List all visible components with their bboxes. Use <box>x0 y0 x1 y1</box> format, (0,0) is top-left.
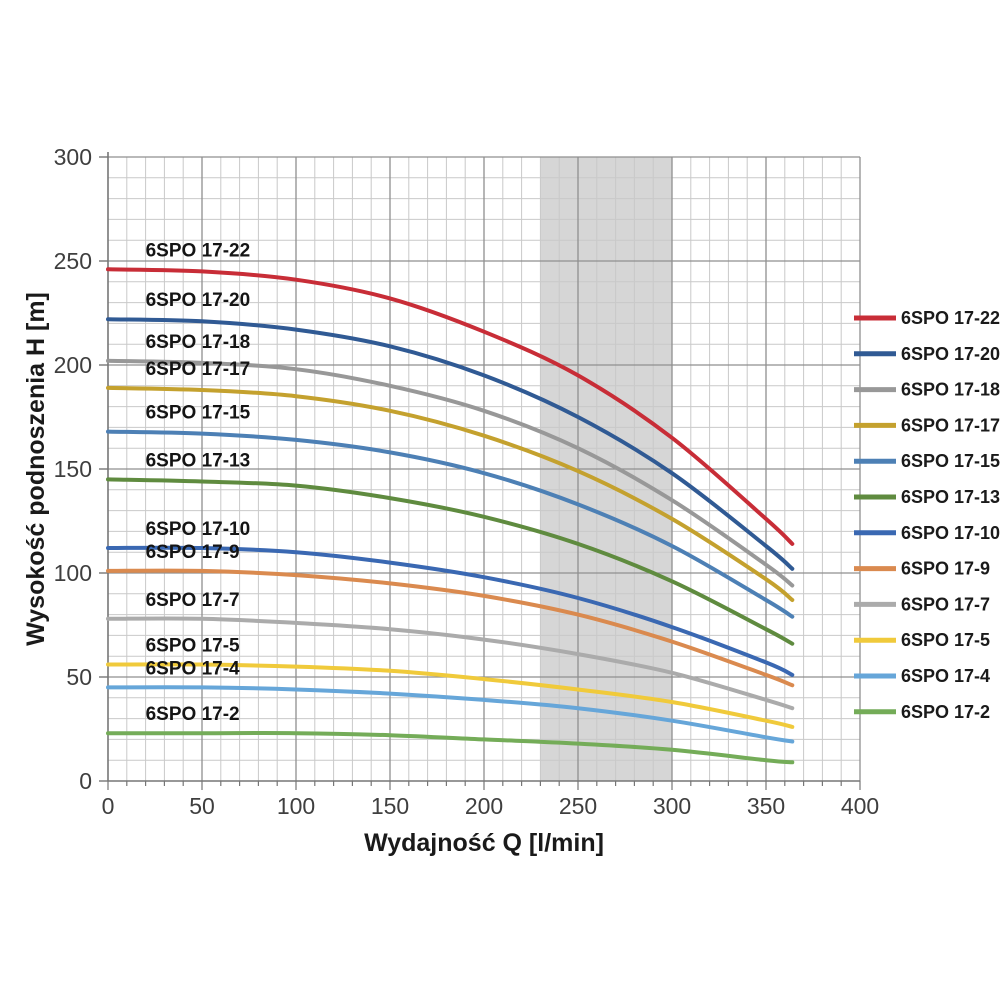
legend: 6SPO 17-22 6SPO 17-20 6SPO 17-18 6SPO 17-17… <box>854 308 1000 722</box>
legend-label-6spo-17-4: 6SPO 17-4 <box>901 666 990 686</box>
x-tick-label: 0 <box>102 793 115 819</box>
x-tick-label: 350 <box>747 793 785 819</box>
legend-label-6spo-17-5: 6SPO 17-5 <box>901 630 990 650</box>
legend-item: 6SPO 17-13 <box>854 487 1000 507</box>
y-tick-labels: 0 50 100 150 200 250 300 <box>54 144 92 794</box>
x-tick-label: 300 <box>653 793 691 819</box>
curve-6spo-17-10 <box>106 545 795 677</box>
legend-label-6spo-17-7: 6SPO 17-7 <box>901 594 990 614</box>
curves <box>106 267 795 765</box>
x-tick-label: 200 <box>465 793 503 819</box>
legend-item: 6SPO 17-4 <box>854 666 990 686</box>
curve-6spo-17-15 <box>106 429 795 619</box>
legend-label-6spo-17-2: 6SPO 17-2 <box>901 702 990 722</box>
tick-marks <box>99 156 861 790</box>
x-tick-label: 150 <box>371 793 409 819</box>
curve-6spo-17-20 <box>106 317 795 571</box>
curve-6spo-17-17 <box>106 385 795 602</box>
curve-label-6spo-17-5: 6SPO 17-5 <box>146 636 240 657</box>
x-axis-title: Wydajność Q [l/min] <box>364 829 604 857</box>
y-tick-label: 50 <box>66 664 92 690</box>
curve-label-6spo-17-2: 6SPO 17-2 <box>146 704 240 725</box>
curve-6spo-17-4 <box>106 685 795 744</box>
y-tick-label: 100 <box>54 560 92 586</box>
y-tick-label: 300 <box>54 144 92 170</box>
legend-item: 6SPO 17-15 <box>854 451 1000 471</box>
legend-label-6spo-17-15: 6SPO 17-15 <box>901 451 1000 471</box>
x-tick-label: 400 <box>841 793 879 819</box>
curve-label-6spo-17-17: 6SPO 17-17 <box>146 359 251 380</box>
curve-6spo-17-9 <box>106 568 795 688</box>
x-tick-labels: 0 50 100 150 200 250 300 350 400 <box>102 793 880 819</box>
curve-6spo-17-13 <box>106 477 795 646</box>
legend-label-6spo-17-10: 6SPO 17-10 <box>901 523 1000 543</box>
legend-label-6spo-17-17: 6SPO 17-17 <box>901 415 1000 435</box>
legend-label-6spo-17-9: 6SPO 17-9 <box>901 559 990 579</box>
curve-label-6spo-17-4: 6SPO 17-4 <box>146 658 240 679</box>
legend-label-6spo-17-22: 6SPO 17-22 <box>901 308 1000 328</box>
curve-label-6spo-17-20: 6SPO 17-20 <box>146 290 251 311</box>
legend-label-6spo-17-20: 6SPO 17-20 <box>901 344 1000 364</box>
legend-item: 6SPO 17-17 <box>854 415 1000 435</box>
legend-item: 6SPO 17-7 <box>854 594 990 614</box>
curve-6spo-17-2 <box>106 731 795 765</box>
curve-label-6spo-17-13: 6SPO 17-13 <box>146 450 251 471</box>
curve-6spo-17-18 <box>106 358 795 588</box>
y-tick-label: 200 <box>54 352 92 378</box>
curve-label-6spo-17-9: 6SPO 17-9 <box>146 542 240 563</box>
legend-label-6spo-17-13: 6SPO 17-13 <box>901 487 1000 507</box>
x-tick-label: 50 <box>189 793 215 819</box>
y-tick-label: 0 <box>79 768 92 794</box>
legend-item: 6SPO 17-20 <box>854 344 1000 364</box>
legend-item: 6SPO 17-22 <box>854 308 1000 328</box>
curve-label-6spo-17-18: 6SPO 17-18 <box>146 332 251 353</box>
curve-label-6spo-17-22: 6SPO 17-22 <box>146 240 251 261</box>
legend-item: 6SPO 17-10 <box>854 523 1000 543</box>
legend-label-6spo-17-18: 6SPO 17-18 <box>901 380 1000 400</box>
x-tick-label: 250 <box>559 793 597 819</box>
curve-6spo-17-22 <box>106 267 795 546</box>
legend-item: 6SPO 17-5 <box>854 630 990 650</box>
y-axis-title: Wysokość podnoszenia H [m] <box>22 292 50 646</box>
curve-label-6spo-17-7: 6SPO 17-7 <box>146 590 240 611</box>
y-tick-label: 250 <box>54 248 92 274</box>
curve-label-6spo-17-15: 6SPO 17-15 <box>146 403 251 424</box>
x-tick-label: 100 <box>277 793 315 819</box>
legend-item: 6SPO 17-18 <box>854 380 1000 400</box>
curve-labels: 6SPO 17-22 6SPO 17-20 6SPO 17-18 6SPO 17-17… <box>146 240 251 725</box>
legend-item: 6SPO 17-2 <box>854 702 990 722</box>
legend-item: 6SPO 17-9 <box>854 559 990 579</box>
curve-label-6spo-17-10: 6SPO 17-10 <box>146 519 251 540</box>
curve-6spo-17-7 <box>106 616 795 711</box>
curve-6spo-17-5 <box>106 662 795 729</box>
y-tick-label: 150 <box>54 456 92 482</box>
